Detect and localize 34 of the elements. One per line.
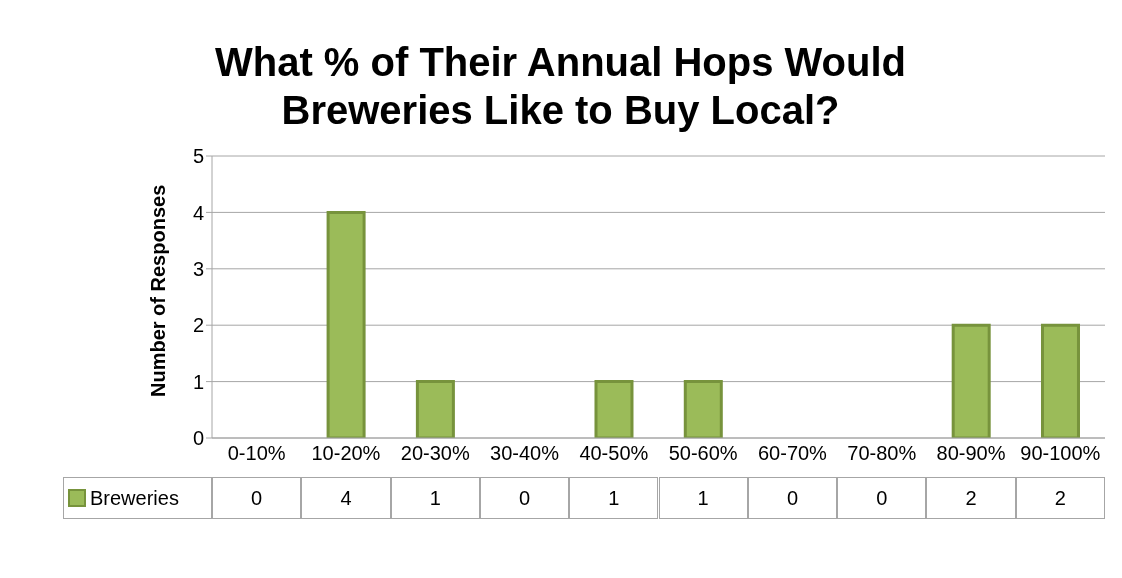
x-tick-label: 70-80% [847,442,917,465]
bar [326,210,366,438]
x-tick-label: 50-60% [668,442,738,465]
x-tick-label: 60-70% [757,442,828,465]
y-tick-label: 5 [192,145,204,168]
y-tick-label: 4 [192,201,204,224]
bar [415,380,455,438]
chart-title: What % of Their Annual Hops Would Breweries Like to Buy Local? [214,40,907,132]
data-label: 1 [390,477,480,519]
data-label: 1 [569,477,659,519]
data-label: 2 [926,477,1016,519]
x-tick-label: 10-20% [311,442,381,465]
bar [594,380,634,438]
y-axis-title: Number of Responses [147,184,170,397]
legend-label: Breweries [90,486,179,510]
bar [683,380,723,438]
x-tick-label: 20-30% [400,442,470,465]
y-tick-label: 1 [192,370,204,393]
bar [1040,323,1080,438]
data-label: 2 [1015,477,1105,519]
bar [951,323,991,438]
data-label: 0 [837,477,927,519]
x-tick-label: 40-50% [579,442,649,465]
x-tick-label: 90-100% [1020,442,1101,465]
x-tick-label: 30-40% [490,442,560,465]
x-tick-label: 0-10% [227,442,286,465]
y-tick-label: 2 [192,314,204,337]
data-label: 0 [747,477,838,519]
y-tick-label: 3 [192,257,204,280]
data-label: 1 [658,477,748,519]
x-tick-label: 80-90% [936,442,1006,465]
data-label: 4 [301,477,391,519]
data-label: 0 [479,477,570,519]
y-tick-label: 0 [192,427,204,450]
